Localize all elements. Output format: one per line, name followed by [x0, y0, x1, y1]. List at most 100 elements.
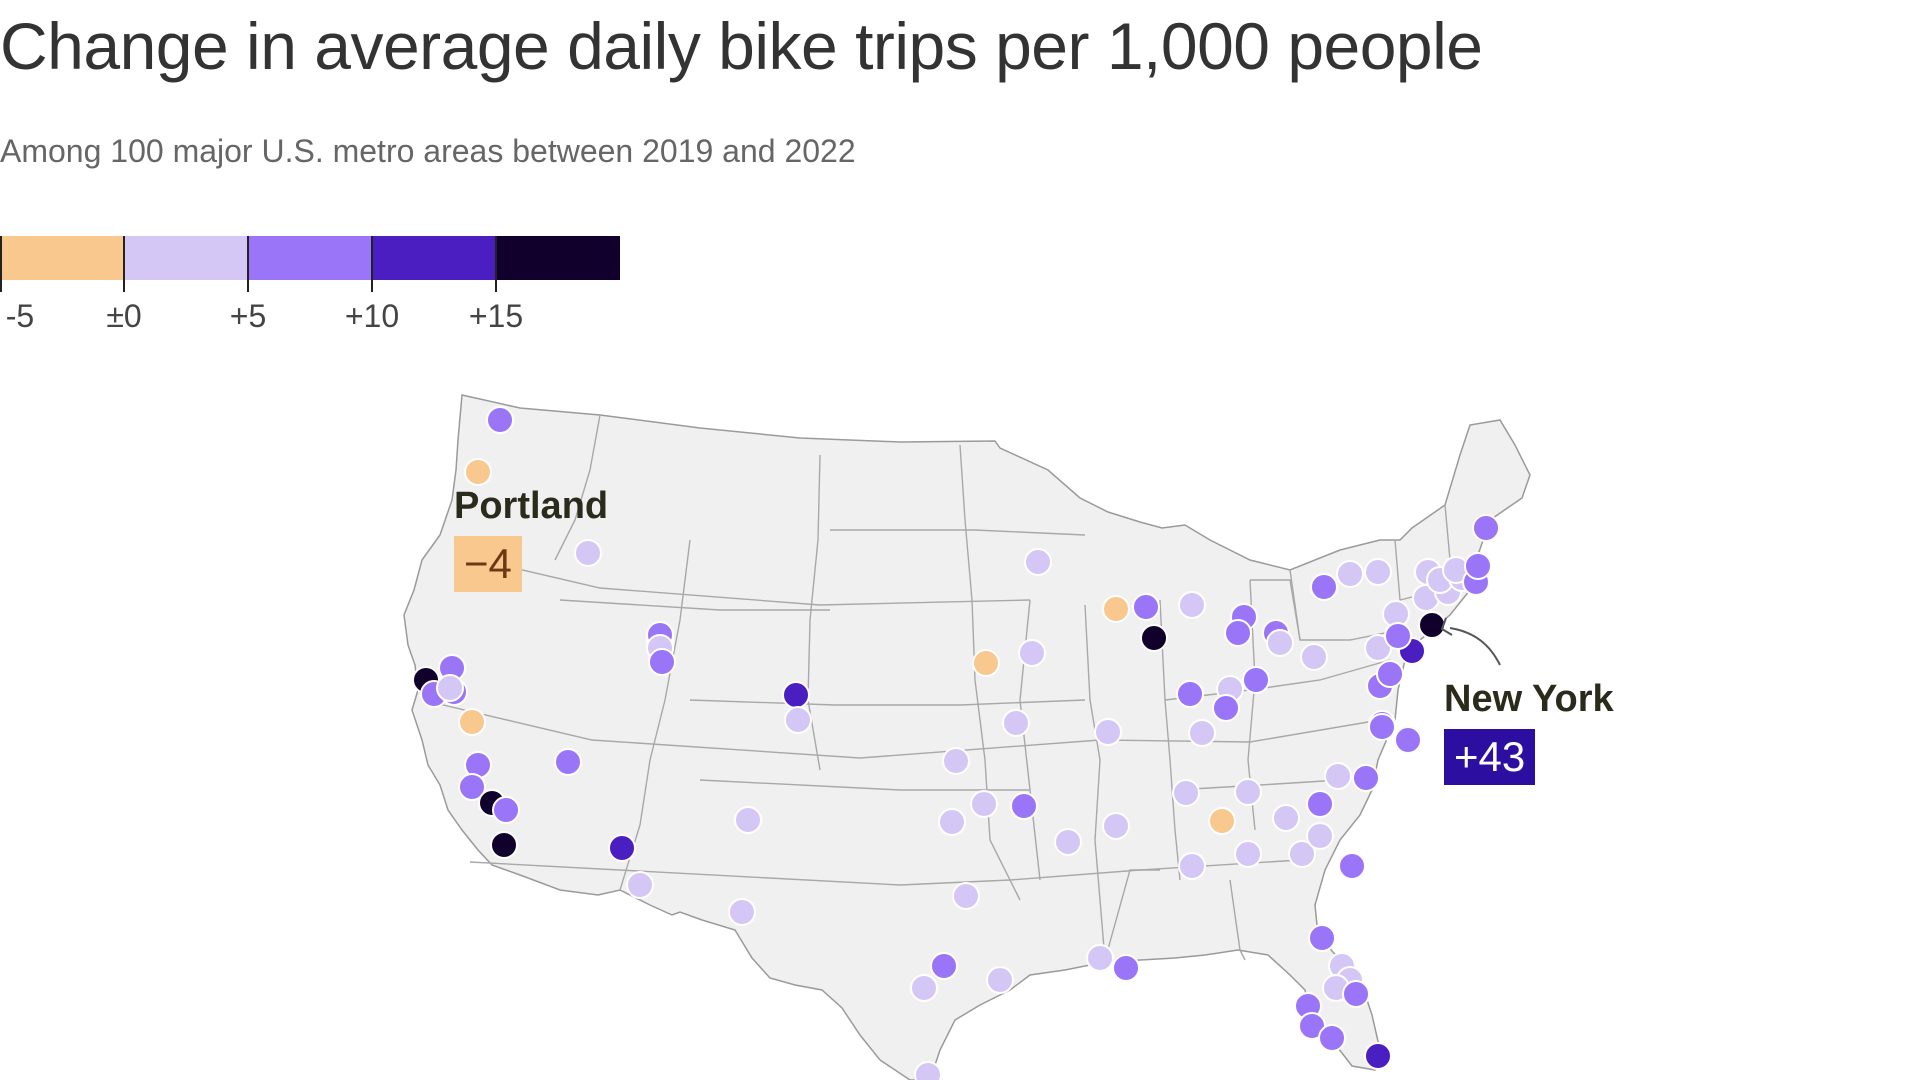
metro-dot-portland	[464, 458, 492, 486]
state-border	[1159, 599, 1181, 881]
metro-dot-madison	[1102, 595, 1130, 623]
metro-dot-minneapolis	[1024, 548, 1052, 576]
legend-tick-label: +10	[344, 298, 400, 334]
metro-dot-providence	[1464, 552, 1492, 580]
metro-dot-kansas-city	[1002, 709, 1030, 737]
metro-dot-des-moines	[1018, 639, 1046, 667]
metro-dot-nashville	[1172, 779, 1200, 807]
metro-dot-spokane	[574, 539, 602, 567]
metro-dot-palm-bay	[1342, 980, 1370, 1008]
legend-swatch-bin-2	[248, 236, 372, 280]
state-border	[830, 529, 1086, 536]
metro-dot-trenton	[1376, 660, 1404, 688]
state-border	[619, 539, 691, 891]
metro-dot-omaha	[972, 649, 1000, 677]
metro-dot-chattanooga	[1208, 807, 1236, 835]
metro-dot-augusta	[1288, 840, 1316, 868]
metro-dot-albuquerque	[734, 806, 762, 834]
metro-dot-las-vegas	[554, 748, 582, 776]
state-border	[1250, 579, 1301, 641]
new-york-callout: New York +43	[1444, 678, 1614, 785]
portland-callout-name: Portland	[454, 485, 609, 527]
metro-dot-new-york	[1418, 611, 1446, 639]
metro-dot-jacksonville	[1308, 924, 1336, 952]
metro-dot-poughkeepsie	[1384, 622, 1412, 650]
state-border	[689, 699, 1086, 706]
metro-dot-miami	[1364, 1042, 1392, 1070]
metro-dot-san-diego	[490, 831, 518, 859]
metro-dot-mcallen	[914, 1061, 942, 1080]
metro-dot-indianapolis	[1176, 680, 1204, 708]
metro-dot-atlanta	[1234, 840, 1262, 868]
metro-dot-charlotte	[1306, 790, 1334, 818]
state-border	[1164, 659, 1391, 701]
metro-dot-colorado-springs	[784, 706, 812, 734]
metro-dot-pittsburgh	[1300, 643, 1328, 671]
metro-dot-new-orleans	[1086, 944, 1114, 972]
state-border	[559, 599, 830, 611]
legend-swatch-bin-4	[496, 236, 620, 280]
metro-dot-memphis	[1102, 812, 1130, 840]
legend-tick-label: -5	[5, 298, 35, 334]
metro-dot-raleigh	[1352, 764, 1380, 792]
metro-dot-charleston	[1338, 852, 1366, 880]
metro-dot-dallas	[952, 882, 980, 910]
metro-dot-austin	[930, 952, 958, 980]
state-border	[554, 414, 601, 561]
us-map	[0, 360, 1920, 1080]
portland-callout-value: −4	[454, 536, 522, 592]
new-york-callout-value: +43	[1444, 729, 1536, 785]
metro-dot-richmond	[1368, 713, 1396, 741]
metro-dot-seattle	[486, 406, 514, 434]
state-border	[959, 444, 1021, 901]
state-border	[457, 554, 1031, 606]
metro-dot-grand-rapids	[1178, 591, 1206, 619]
metro-dot-baton-rouge	[1112, 954, 1140, 982]
metro-dot-riverside	[492, 796, 520, 824]
metro-dot-toledo	[1224, 619, 1252, 647]
state-border	[699, 779, 1030, 791]
metro-dot-wichita	[942, 747, 970, 775]
metro-dot-jackson	[1054, 828, 1082, 856]
new-york-callout-arrowhead	[1440, 617, 1453, 636]
metro-dot-provo	[648, 648, 676, 676]
metro-dots	[412, 406, 1500, 1080]
metro-dot-houston	[986, 966, 1014, 994]
metro-dot-oxnard	[458, 773, 486, 801]
legend-tick-label: ±0	[106, 298, 142, 334]
metro-dot-chicago	[1140, 624, 1168, 652]
metro-dot-cape-coral	[1318, 1024, 1346, 1052]
metro-dot-san-antonio	[910, 974, 938, 1002]
metro-dot-greensboro	[1324, 762, 1352, 790]
state-border	[807, 454, 821, 771]
metro-dot-virginia-beach	[1394, 726, 1422, 754]
metro-dot-cincinnati	[1212, 694, 1240, 722]
chart-title: Change in average daily bike trips per 1…	[0, 9, 1483, 83]
metro-dot-st-louis	[1094, 718, 1122, 746]
state-border	[1104, 869, 1160, 961]
metro-dot-phoenix	[608, 834, 636, 862]
state-border	[1084, 604, 1106, 961]
legend-tick-label: +5	[229, 298, 267, 334]
color-legend: -5 ±0 +5 +10 +15	[0, 236, 620, 334]
metro-dot-columbia	[1306, 822, 1334, 850]
metro-dot-oklahoma-city	[938, 808, 966, 836]
metro-dot-columbus	[1242, 666, 1270, 694]
metro-dot-tucson	[626, 871, 654, 899]
metro-dot-buffalo	[1310, 573, 1338, 601]
metro-dot-tulsa	[970, 790, 998, 818]
portland-callout: Portland −4	[454, 485, 608, 592]
legend-tick	[123, 236, 125, 292]
legend-tick-label: +15	[468, 298, 524, 334]
metro-dot-akron	[1266, 629, 1294, 657]
metro-dot-el-paso	[728, 898, 756, 926]
legend-tick	[0, 236, 2, 292]
metro-dot-louisville	[1188, 719, 1216, 747]
metro-dot-birmingham	[1178, 852, 1206, 880]
metro-dot-denver	[782, 681, 810, 709]
us-map-svg	[403, 394, 1531, 1080]
metro-dot-greenville	[1272, 804, 1300, 832]
legend-tick	[371, 236, 373, 292]
legend-swatch-bin-3	[372, 236, 496, 280]
metro-dot-little-rock	[1010, 792, 1038, 820]
